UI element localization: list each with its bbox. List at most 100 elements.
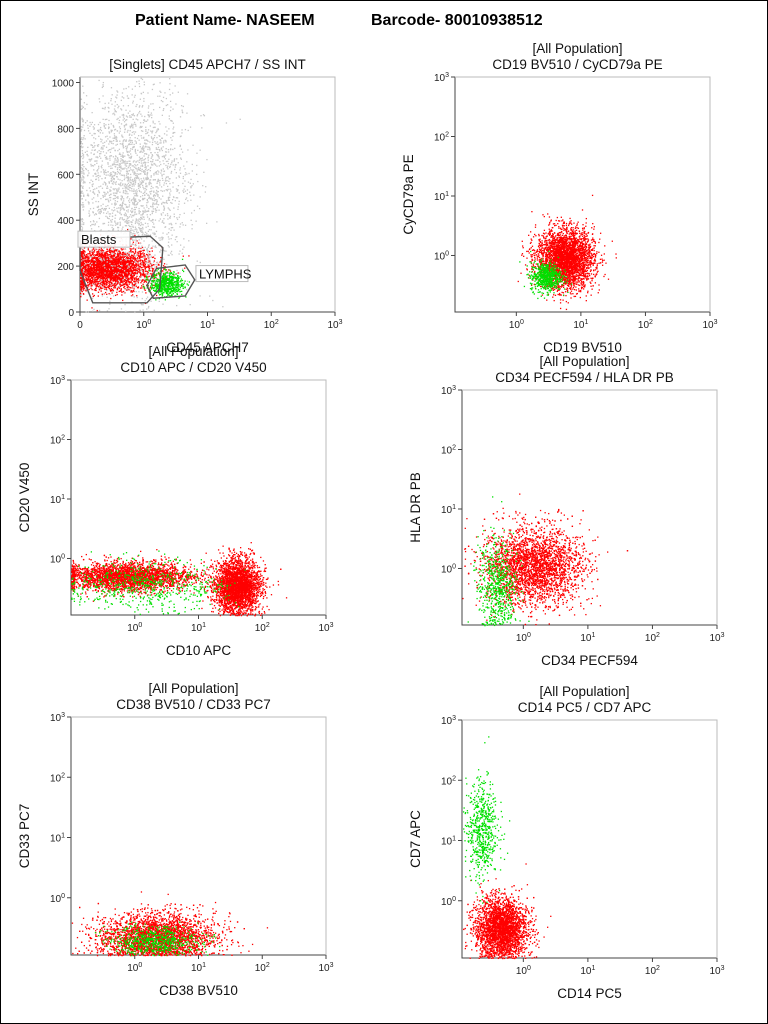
event-point (83, 129, 86, 132)
event-point (106, 255, 108, 257)
event-point (114, 217, 116, 219)
event-point (177, 286, 179, 288)
event-point (97, 259, 100, 261)
event-point (141, 198, 144, 201)
event-point (128, 224, 130, 227)
event-point (130, 156, 133, 158)
event-point (103, 277, 106, 279)
event-point (122, 262, 124, 265)
event-point (124, 160, 127, 162)
event-point (133, 204, 135, 206)
event-point (130, 227, 132, 230)
event-point (150, 287, 153, 289)
event-point (121, 203, 124, 205)
event-point (158, 280, 160, 282)
event-point (113, 206, 115, 209)
event-point (87, 127, 89, 129)
event-point (114, 269, 116, 272)
event-point (123, 114, 125, 116)
event-point (141, 297, 143, 300)
event-point (146, 146, 148, 148)
event-point (181, 258, 184, 261)
event-point (139, 186, 141, 188)
event-point (109, 261, 112, 263)
event-point (164, 266, 166, 268)
event-point (91, 264, 93, 266)
event-point (131, 131, 134, 134)
event-point (175, 281, 177, 283)
event-point (172, 286, 175, 289)
event-point (96, 272, 98, 274)
event-point (99, 260, 101, 262)
event-point (142, 273, 144, 276)
event-point (157, 187, 159, 189)
event-point (107, 258, 109, 260)
event-point (118, 264, 121, 266)
event-point (95, 289, 97, 292)
event-point (175, 103, 177, 105)
event-point (122, 270, 124, 272)
event-point (101, 251, 104, 253)
event-point (196, 205, 199, 207)
event-point (94, 138, 97, 140)
event-point (102, 81, 105, 84)
event-point (88, 264, 90, 266)
event-point (117, 167, 119, 169)
event-point (108, 102, 110, 104)
event-point (124, 255, 127, 257)
event-point (130, 291, 132, 293)
event-point (98, 276, 101, 279)
event-point (128, 277, 130, 280)
event-point (120, 158, 122, 160)
event-point (126, 286, 128, 288)
event-point (118, 105, 120, 107)
event-point (155, 209, 157, 211)
event-point (98, 273, 101, 275)
event-point (153, 309, 155, 311)
event-point (83, 266, 85, 269)
event-point (85, 266, 87, 268)
event-point (123, 160, 125, 163)
event-point (155, 280, 158, 282)
event-point (131, 257, 133, 259)
event-point (167, 282, 169, 285)
event-point (116, 223, 119, 225)
event-point (160, 148, 162, 150)
event-point (120, 255, 122, 257)
event-point (130, 260, 132, 262)
event-point (134, 264, 136, 266)
event-point (109, 141, 111, 143)
event-point (134, 279, 136, 281)
event-point (118, 279, 120, 281)
event-point (101, 139, 103, 141)
event-point (127, 266, 129, 269)
event-point (137, 222, 139, 225)
event-point (103, 276, 105, 278)
event-point (133, 173, 135, 176)
event-point (102, 222, 104, 225)
event-point (102, 255, 105, 258)
event-point (127, 211, 129, 213)
event-point (145, 167, 147, 169)
event-point (131, 264, 133, 266)
event-point (146, 176, 148, 178)
event-point (80, 253, 83, 255)
event-point (85, 311, 87, 313)
event-point (80, 285, 82, 288)
event-point (135, 266, 137, 269)
event-point (131, 266, 133, 268)
event-point (159, 261, 161, 263)
event-point (121, 174, 124, 176)
event-point (114, 282, 116, 285)
event-point (152, 256, 155, 258)
event-point (177, 275, 179, 278)
event-point (116, 157, 119, 160)
event-point (191, 170, 193, 172)
event-point (98, 135, 100, 137)
event-point (91, 258, 93, 261)
event-point (83, 253, 86, 255)
event-point (86, 264, 88, 266)
event-point (87, 259, 89, 262)
event-point (109, 249, 112, 251)
event-point (159, 275, 161, 277)
